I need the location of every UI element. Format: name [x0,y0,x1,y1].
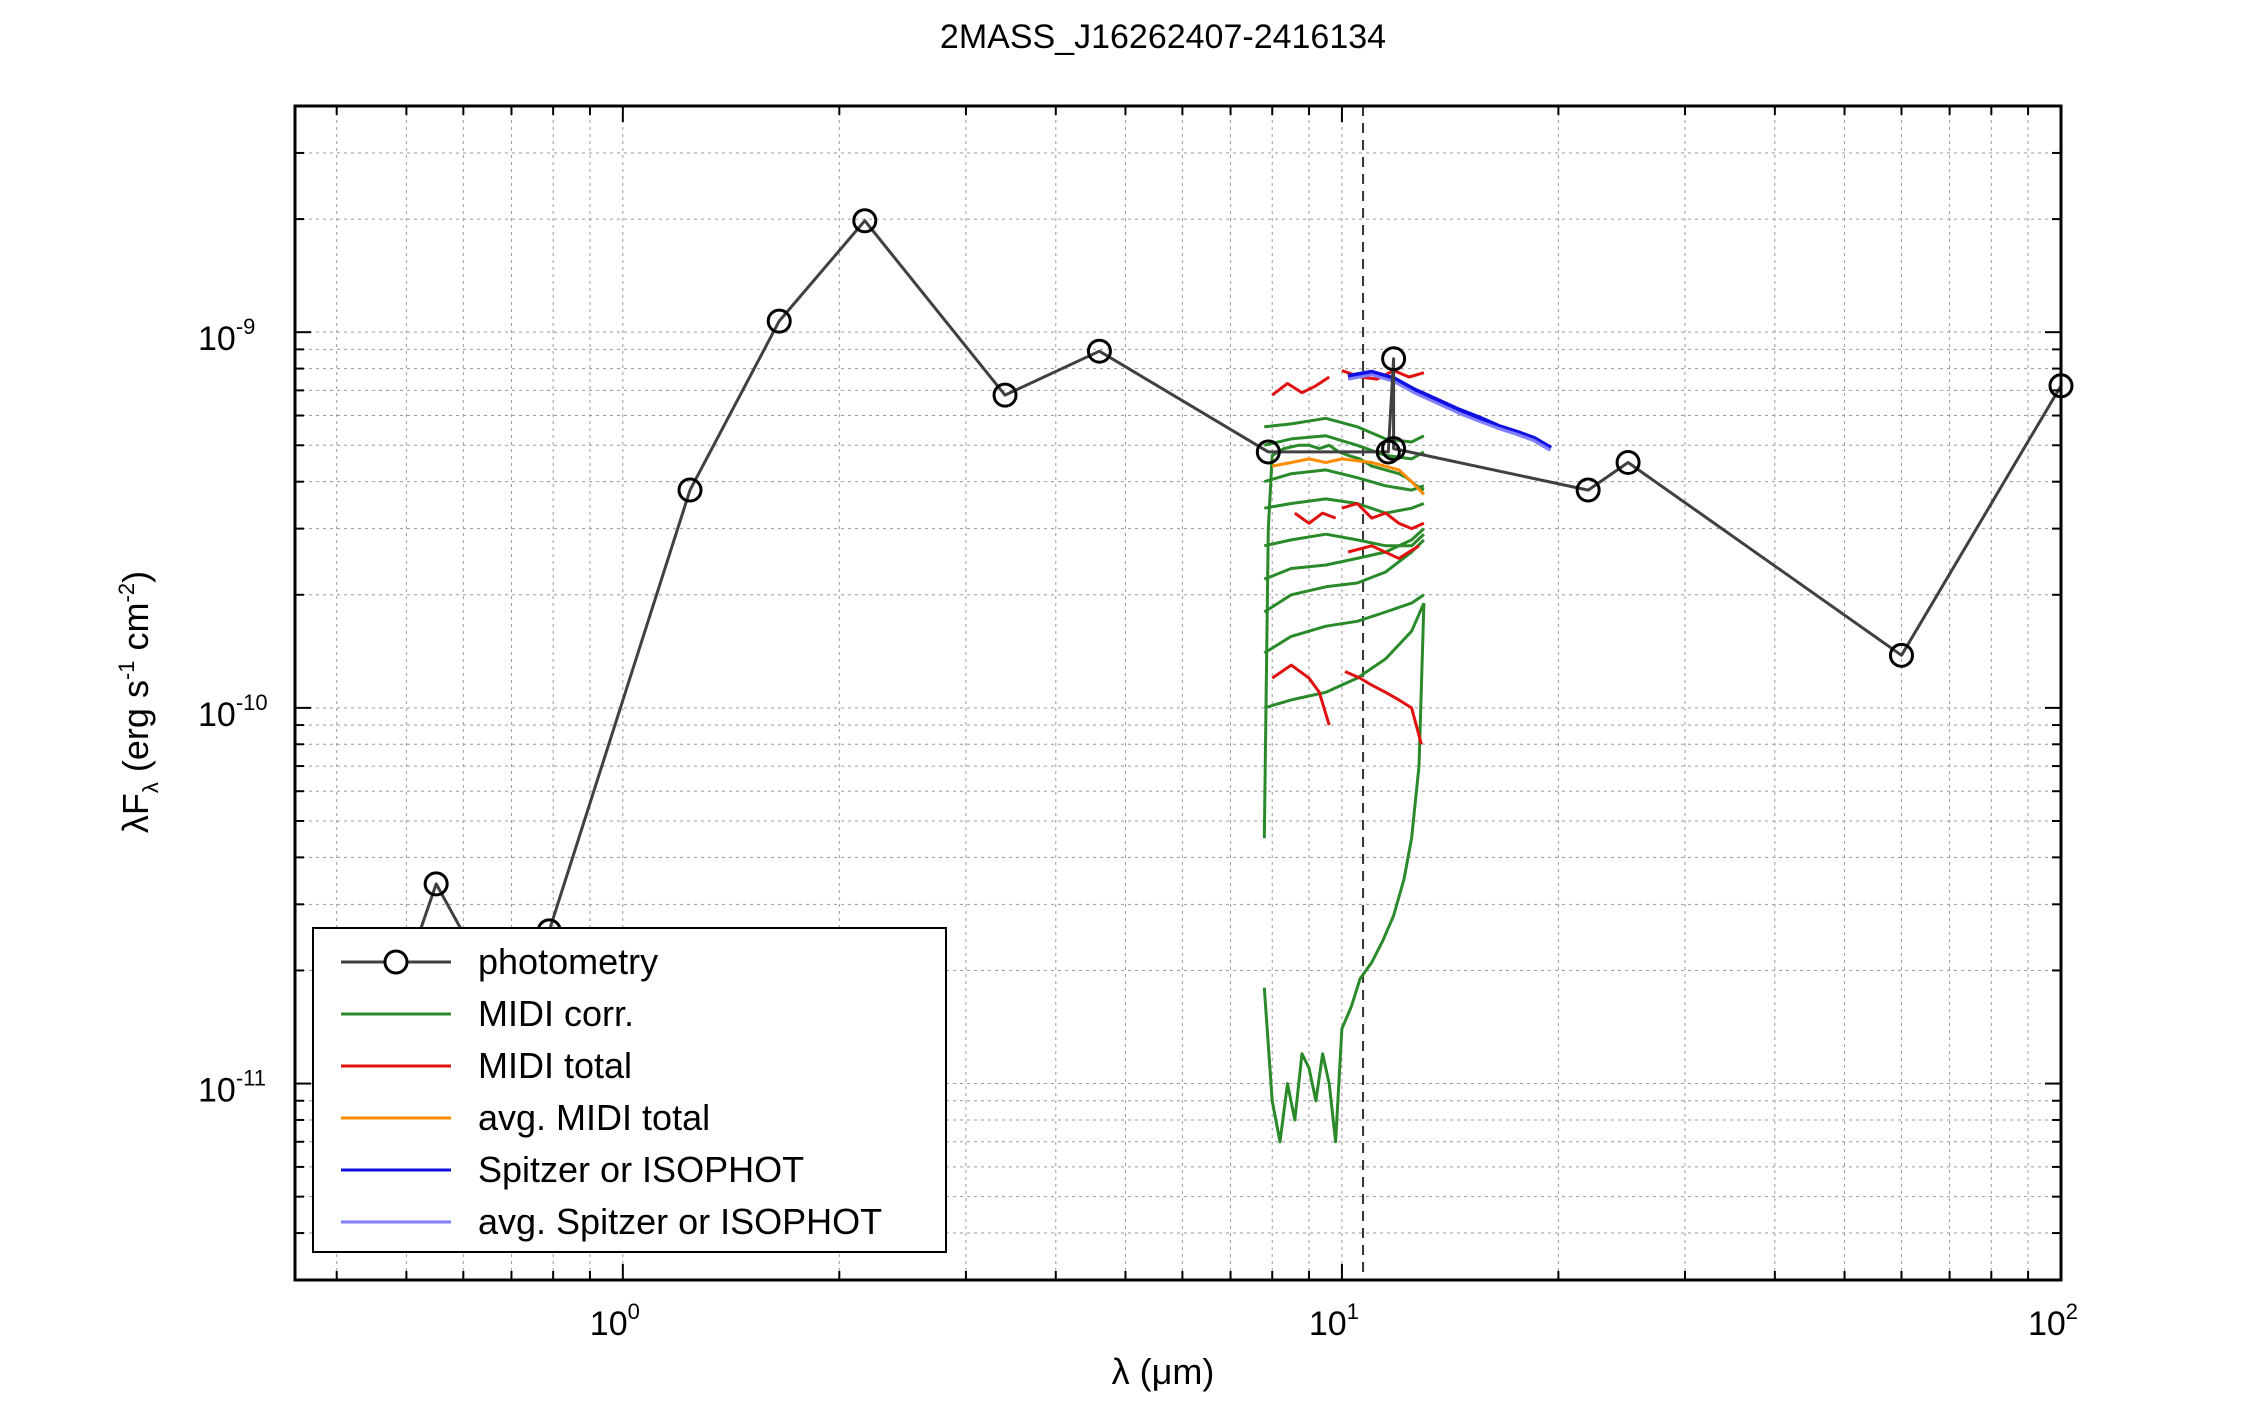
y-label-cm: cm [115,602,156,660]
x-axis-label: λ (μm) [1112,1351,1215,1392]
series-line [1347,544,1420,560]
data-point [1615,449,1641,475]
plot-frame [293,104,2063,1282]
y-label-exp1: -1 [114,660,139,680]
y-label-lambda: λF [115,793,156,833]
data-point [677,477,703,503]
series-line [1263,602,1426,710]
x-tick-label: 102 [2028,1299,2078,1343]
series-line [1262,603,1426,1144]
series-midi-total [1271,369,1425,745]
data-point [423,871,449,897]
data-point [1381,436,1407,462]
legend-box [312,927,947,1253]
data-point [852,208,878,234]
x-tick-label: 100 [590,1299,640,1343]
y-label-close: ) [115,571,156,583]
series-line [1293,511,1337,525]
series-line [1271,663,1331,726]
chart-title: 2MASS_J16262407-2416134 [940,18,1386,56]
legend-label-midi-total: MIDI total [478,1045,632,1086]
series-line [1271,375,1331,397]
y-tick-label: 10-11 [198,1066,266,1110]
series-line [1263,468,1425,492]
legend-label-avg-spitzer-or-isophot: avg. Spitzer or ISOPHOT [478,1201,882,1242]
series-layer [404,208,2074,1144]
legend-label-midi-corr: MIDI corr. [478,993,634,1034]
data-point [1086,338,1112,364]
legend-marker [383,949,409,975]
data-point [1255,439,1281,465]
data-point [1888,642,1914,668]
series-line [1271,457,1425,496]
series-midi-corr [1262,416,1426,1144]
data-point [1381,346,1407,372]
svg-text:λFλ (erg s-1 cm-2): λFλ (erg s-1 cm-2) [114,571,163,833]
data-point [1375,439,1401,465]
series-line [1341,502,1425,531]
series-photometry [404,208,2074,981]
legend-label-photometry: photometry [478,941,658,982]
y-axis-label: λFλ (erg s-1 cm-2) [114,571,163,833]
legend-label-avg-midi-total: avg. MIDI total [478,1097,710,1138]
series-line [1263,593,1425,655]
x-tick-label: 101 [1309,1299,1359,1343]
y-tick-label: 10-9 [198,314,255,358]
data-point [766,308,792,334]
ticks-layer: 100 101 102 10-9 10-10 10-11 [198,105,2078,1343]
y-label-sub: λ [138,782,163,793]
y-tick-label: 10-10 [198,690,268,734]
data-point [992,382,1018,408]
legend-label-spitzer-or-isophot: Spitzer or ISOPHOT [478,1149,804,1190]
data-point [1575,477,1601,503]
series-line [1347,373,1552,452]
series-avg-midi-total [1271,457,1425,496]
y-label-exp2: -2 [114,583,139,603]
series-line [1344,670,1423,745]
series-line [1263,538,1425,614]
series-line [1263,527,1425,581]
series-avg-spitzer-or-isophot [1347,373,1552,452]
y-label-units: (erg s [115,680,156,782]
series-line [1264,416,1425,444]
legend: photometry MIDI corr. MIDI total avg. MIDI … [312,927,947,1253]
series-line [404,219,2063,981]
series-line [1263,434,1425,461]
series-line [1263,532,1425,548]
